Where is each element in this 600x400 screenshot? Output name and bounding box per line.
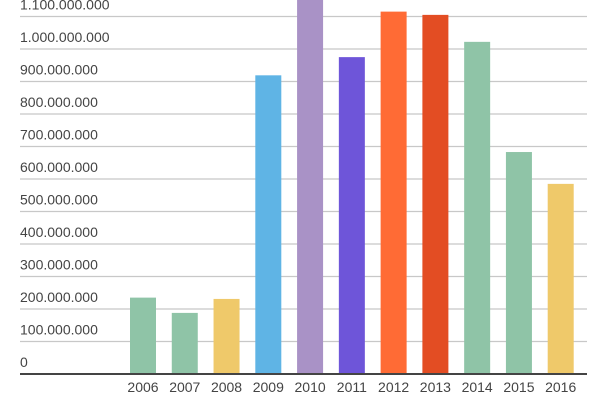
y-tick-label: 600.000.000 xyxy=(20,159,98,175)
bar-2006 xyxy=(130,297,156,374)
x-tick-label: 2015 xyxy=(503,379,534,395)
bar-2010 xyxy=(297,0,324,374)
bar-2015 xyxy=(505,152,532,374)
y-axis-labels: 0 100.000.000 200.000.000 300.000.000 400.00… xyxy=(20,0,110,370)
x-tick-label: 2008 xyxy=(211,379,242,395)
x-axis-labels: 2006 2007 2008 2009 2010 2011 2012 2013 2014 2015… xyxy=(127,379,576,395)
x-tick-label: 2009 xyxy=(253,379,284,395)
y-tick-label: 1.000.000.000 xyxy=(20,29,110,45)
bar-2009 xyxy=(255,75,282,374)
y-tick-label: 900.000.000 xyxy=(20,62,98,78)
bar-2008 xyxy=(213,298,240,374)
x-tick-label: 2014 xyxy=(462,379,493,395)
y-tick-label: 800.000.000 xyxy=(20,94,98,110)
bar-2014 xyxy=(464,41,491,374)
bar-2013 xyxy=(422,14,449,374)
y-tick-label: 1.100.000.000 xyxy=(20,0,110,13)
bar-2007 xyxy=(171,312,198,374)
bar-2012 xyxy=(380,11,407,374)
bar-2011 xyxy=(338,57,365,374)
y-tick-label: 700.000.000 xyxy=(20,127,98,143)
x-tick-label: 2010 xyxy=(295,379,326,395)
y-tick-label: 300.000.000 xyxy=(20,257,98,273)
x-tick-label: 2007 xyxy=(169,379,200,395)
bars xyxy=(130,0,574,374)
bar-2016 xyxy=(547,183,574,374)
x-tick-label: 2006 xyxy=(127,379,158,395)
y-tick-label: 0 xyxy=(20,354,28,370)
y-tick-label: 100.000.000 xyxy=(20,322,98,338)
x-tick-label: 2012 xyxy=(378,379,409,395)
y-tick-label: 400.000.000 xyxy=(20,224,98,240)
y-tick-label: 500.000.000 xyxy=(20,192,98,208)
y-tick-label: 200.000.000 xyxy=(20,289,98,305)
x-tick-label: 2011 xyxy=(337,379,367,395)
x-tick-label: 2013 xyxy=(420,379,451,395)
x-tick-label: 2016 xyxy=(545,379,576,395)
